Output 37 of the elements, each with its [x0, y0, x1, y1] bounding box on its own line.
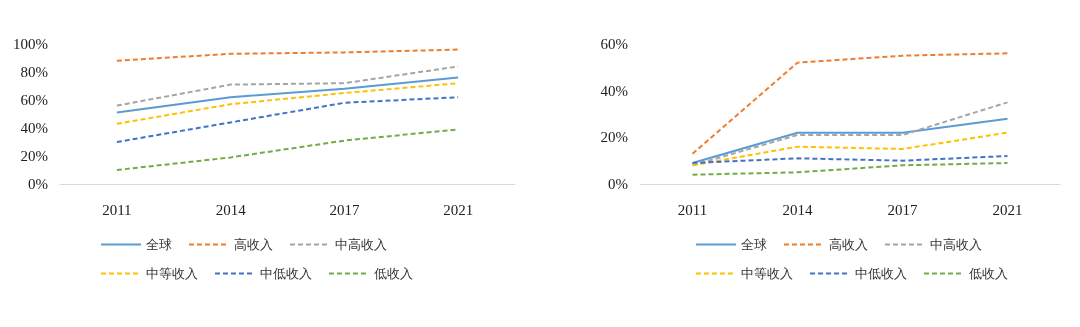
- line-series: [691, 131, 1009, 167]
- y-tick-label: 40%: [600, 82, 628, 99]
- x-tick-label: 2014: [782, 201, 813, 218]
- legend-label: 低收入: [969, 266, 1008, 281]
- y-tick-label: 20%: [600, 129, 628, 146]
- x-tick-label: 2011: [102, 201, 132, 218]
- y-tick-label: 60%: [600, 36, 628, 52]
- x-tick-label: 2021: [992, 201, 1023, 218]
- legend-label: 中高收入: [930, 237, 982, 252]
- line-series: [691, 162, 1009, 176]
- y-tick-label: 60%: [20, 92, 48, 108]
- legend-label: 全球: [146, 237, 172, 252]
- x-tick-label: 2017: [329, 201, 360, 218]
- x-tick-label: 2017: [887, 201, 918, 218]
- line-series: [691, 155, 1009, 164]
- y-tick-label: 0%: [608, 176, 628, 192]
- legend-label: 低收入: [374, 266, 413, 281]
- y-tick-label: 20%: [20, 148, 48, 164]
- legend-label: 中低收入: [855, 266, 907, 281]
- y-tick-label: 100%: [13, 36, 48, 52]
- x-tick-label: 2014: [215, 201, 247, 218]
- y-tick-label: 80%: [20, 64, 48, 80]
- y-tick-label: 40%: [20, 120, 48, 136]
- legend-label: 全球: [741, 237, 767, 252]
- legend-label: 中低收入: [260, 266, 312, 281]
- legend-label: 中高收入: [335, 237, 387, 252]
- legend-label: 中等收入: [741, 266, 793, 281]
- line-series: [115, 96, 460, 143]
- line-series: [115, 48, 460, 62]
- line-series: [115, 76, 460, 114]
- y-tick-label: 0%: [28, 176, 48, 192]
- line-series: [691, 52, 1009, 155]
- legend-label: 高收入: [234, 237, 273, 252]
- x-tick-label: 2011: [677, 201, 708, 218]
- legend-label: 高收入: [829, 237, 868, 252]
- legend-label: 中等收入: [146, 266, 198, 281]
- x-tick-label: 2021: [443, 201, 474, 218]
